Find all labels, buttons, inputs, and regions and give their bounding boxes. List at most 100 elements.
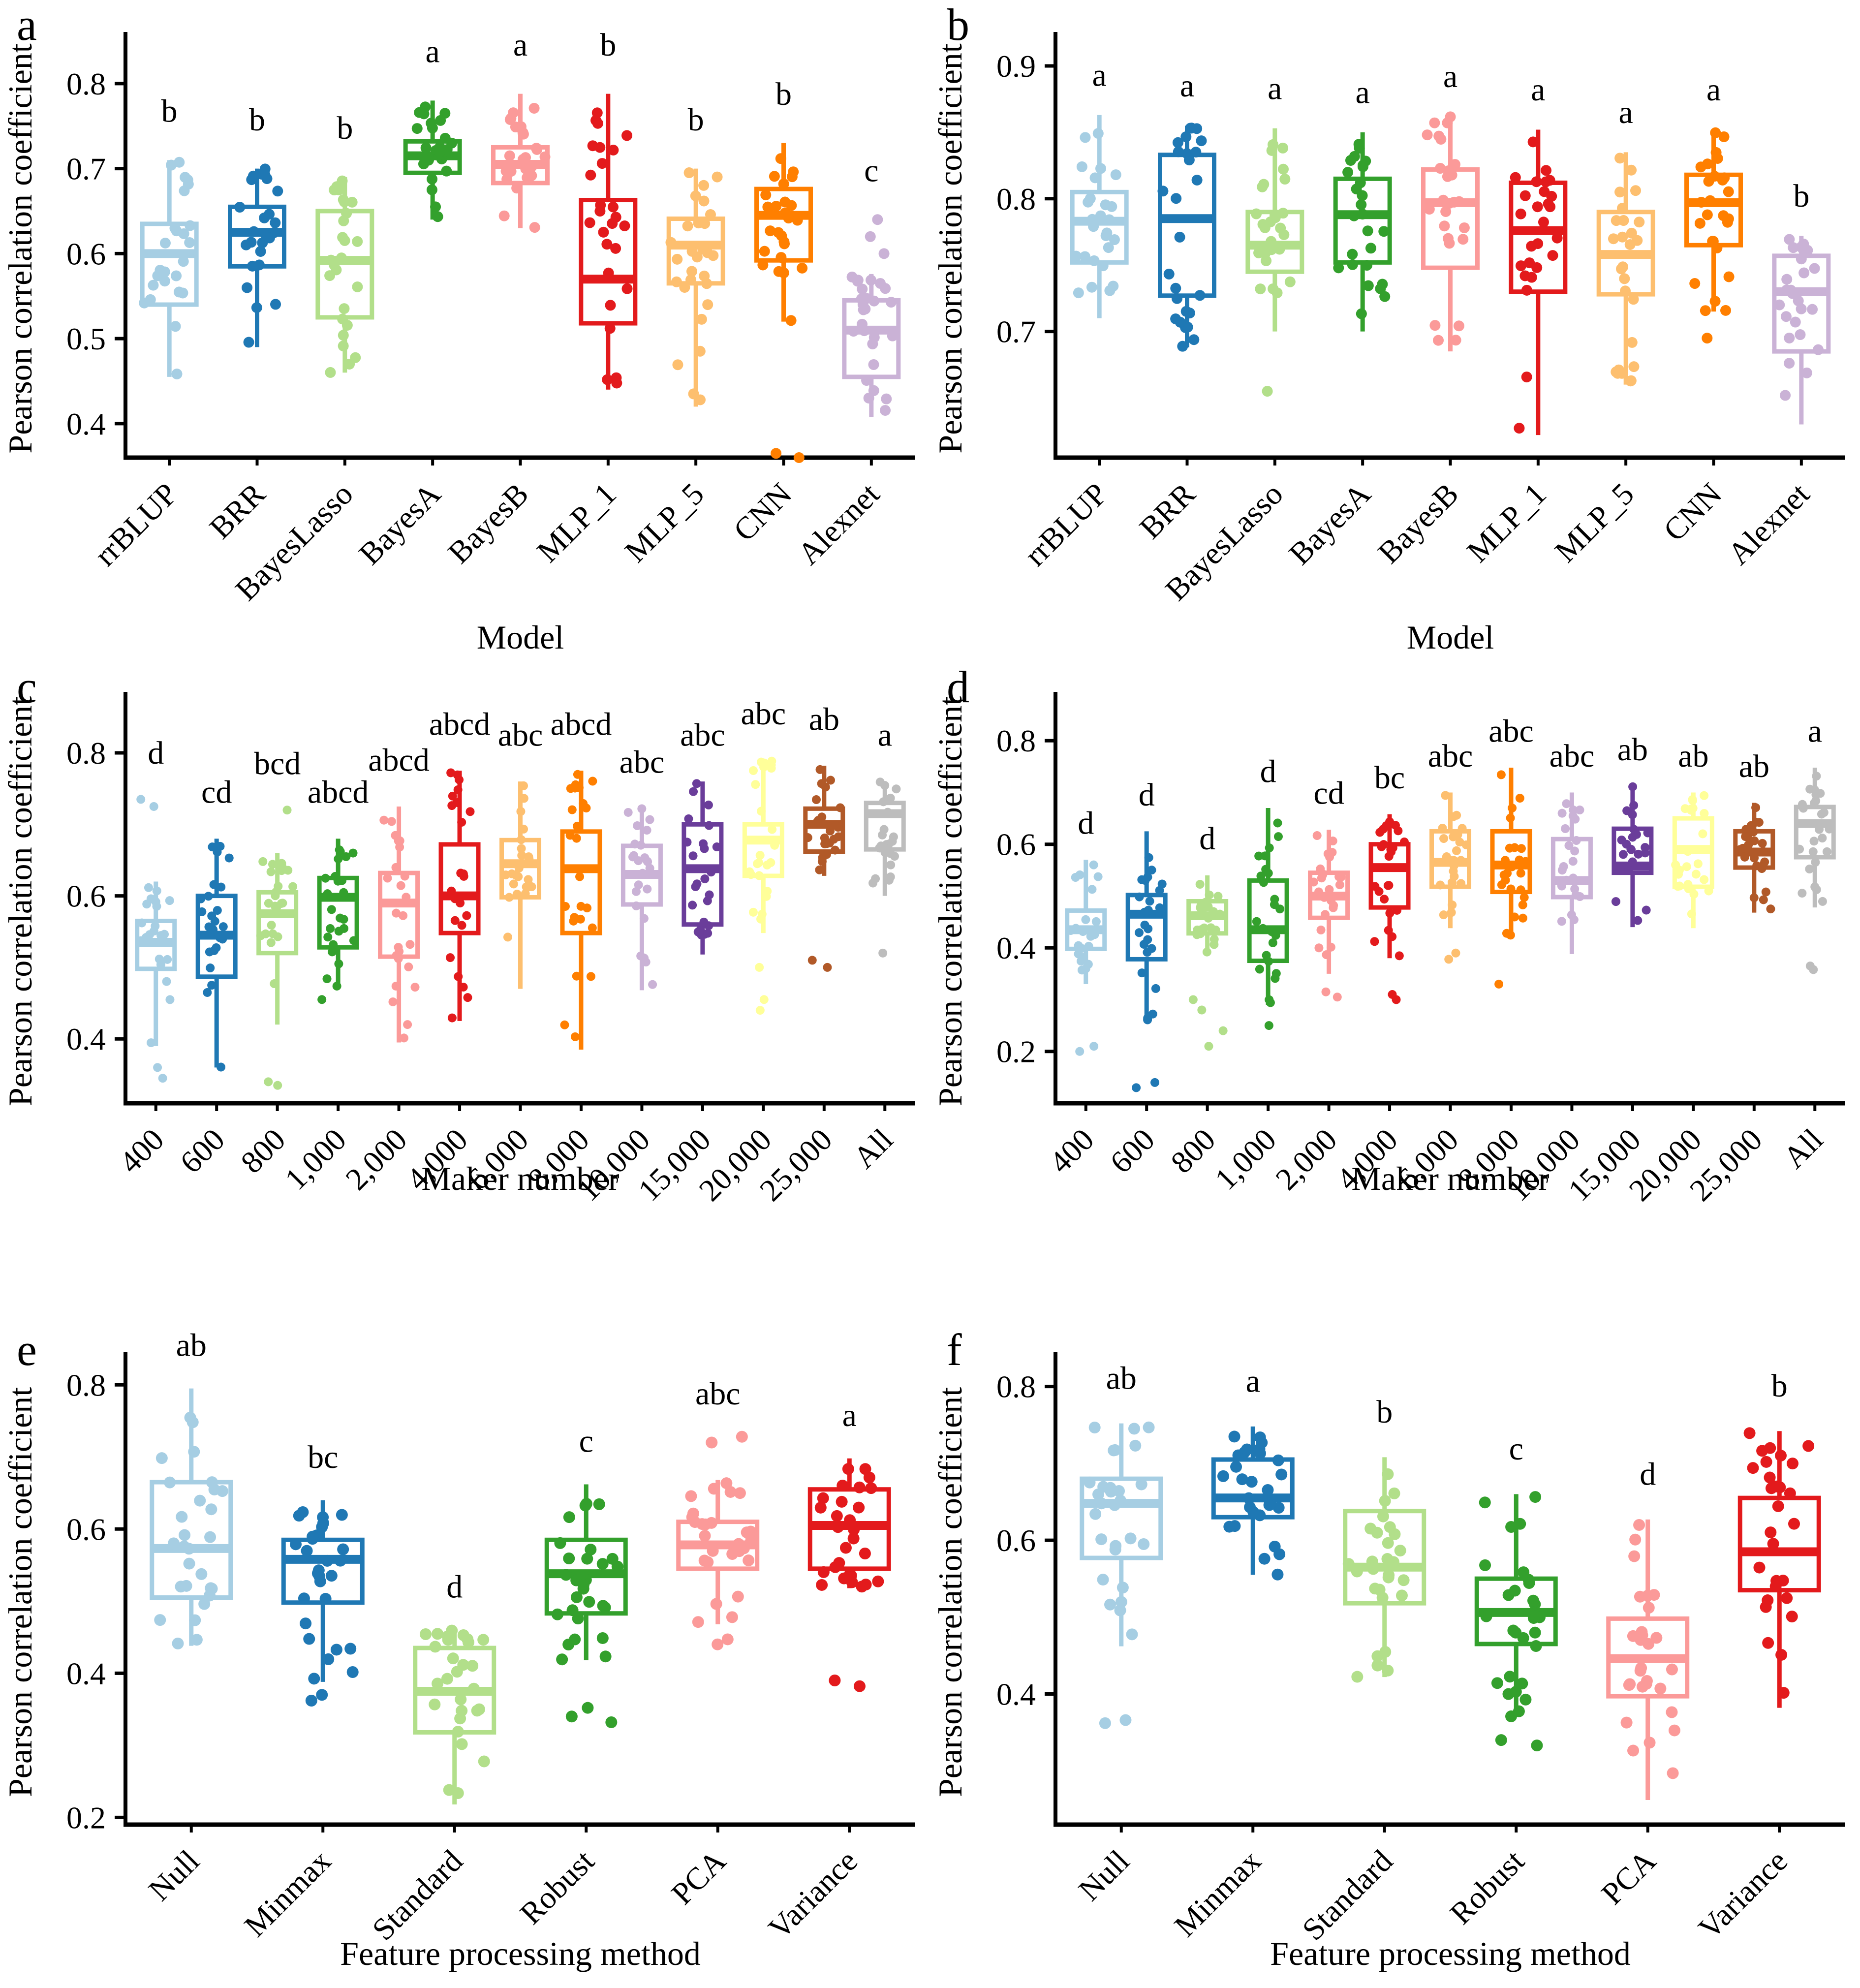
data-point: [1384, 1521, 1396, 1533]
data-point: [734, 1487, 746, 1499]
sig-letter: a: [1619, 94, 1633, 130]
data-point: [209, 880, 218, 889]
data-point: [1667, 1767, 1679, 1779]
data-point: [1328, 837, 1337, 846]
data-point: [316, 1689, 328, 1701]
box-group-MLP_5: [1596, 152, 1655, 387]
x-tick-label: Minmax: [1168, 1843, 1268, 1944]
data-point: [196, 894, 206, 903]
data-point: [1781, 1592, 1793, 1604]
data-point: [1817, 809, 1826, 819]
data-point: [765, 225, 776, 237]
data-point: [1777, 1687, 1790, 1699]
data-point: [1110, 169, 1121, 181]
data-point: [1261, 255, 1272, 266]
data-point: [1329, 901, 1338, 910]
data-point: [579, 799, 588, 808]
data-point: [1571, 814, 1580, 824]
data-point: [878, 248, 890, 259]
y-tick-label: 0.8: [66, 736, 106, 771]
data-point: [1556, 876, 1565, 885]
panel-f: f 0.4 0.6 0.8 Null ab Minmax a Standard b Robust c…: [930, 1325, 1860, 1988]
data-point: [596, 1558, 609, 1570]
data-point: [443, 1784, 455, 1796]
data-point: [334, 854, 343, 864]
data-point: [1518, 913, 1527, 923]
sig-letter: b: [161, 93, 178, 129]
data-point: [1345, 155, 1356, 166]
data-point: [325, 1570, 338, 1582]
data-point: [1500, 856, 1510, 865]
data-point: [605, 1716, 618, 1728]
data-point: [1255, 283, 1266, 295]
data-point: [1744, 840, 1753, 849]
sig-letter: a: [1180, 68, 1194, 104]
box-group-Robust: [544, 1484, 628, 1728]
data-point: [1666, 1706, 1678, 1718]
data-point: [420, 152, 432, 163]
sig-letter: b: [1771, 1368, 1788, 1404]
data-point: [880, 404, 891, 416]
data-point: [1825, 824, 1834, 834]
data-point: [1143, 1421, 1155, 1433]
data-point: [1177, 341, 1188, 352]
data-point: [1532, 201, 1543, 213]
data-point: [206, 1583, 218, 1595]
data-point: [348, 848, 358, 858]
data-point: [400, 871, 409, 881]
data-point: [1617, 231, 1628, 243]
data-point: [1109, 1444, 1121, 1456]
data-point: [672, 359, 683, 371]
data-point: [1772, 1500, 1784, 1512]
sig-letter: b: [775, 76, 792, 112]
data-point: [341, 852, 351, 861]
sig-letter: abc: [680, 717, 725, 753]
data-point: [136, 936, 146, 945]
box-rect: [256, 890, 299, 956]
data-point: [298, 1592, 310, 1605]
data-point: [844, 1568, 856, 1580]
y-tick-label: 0.7: [66, 152, 106, 186]
data-point: [450, 894, 460, 903]
data-point: [1144, 905, 1153, 915]
data-point: [1209, 940, 1219, 949]
x-tick-label: BayesB: [1371, 476, 1465, 570]
x-tick-label: Robust: [1443, 1843, 1531, 1931]
data-point: [305, 1695, 317, 1707]
data-point: [797, 262, 808, 274]
data-point: [741, 1526, 753, 1539]
panel-letter-b: b: [947, 0, 969, 50]
data-point: [1147, 866, 1156, 875]
data-point: [205, 1503, 217, 1516]
data-point: [1695, 161, 1706, 173]
x-tick-label: BayesA: [1282, 476, 1377, 571]
data-point: [1257, 181, 1268, 192]
data-point: [585, 1544, 597, 1556]
box-group-4,000: [1368, 814, 1411, 1004]
data-point: [1088, 926, 1097, 935]
data-point: [447, 886, 456, 896]
data-point: [1505, 843, 1514, 853]
data-point: [823, 963, 832, 972]
data-point: [773, 266, 784, 277]
data-point: [755, 963, 764, 972]
y-tick-label: 0.6: [996, 827, 1036, 862]
data-point: [1194, 290, 1206, 301]
data-point: [352, 281, 363, 292]
data-point: [1370, 937, 1379, 946]
data-point: [162, 977, 171, 986]
box-group-rrBLUP: [1070, 115, 1129, 318]
data-point: [1268, 938, 1277, 947]
data-point: [1440, 206, 1452, 217]
sig-letter: b: [1376, 1394, 1393, 1430]
box-group-PCA: [1606, 1519, 1690, 1801]
data-point: [1515, 208, 1526, 219]
data-point: [1619, 273, 1630, 284]
data-point: [142, 900, 152, 909]
data-point: [503, 932, 512, 942]
data-point: [606, 1553, 619, 1565]
sig-letter: ab: [176, 1328, 207, 1364]
data-point: [1266, 244, 1277, 255]
data-point: [1185, 123, 1196, 134]
